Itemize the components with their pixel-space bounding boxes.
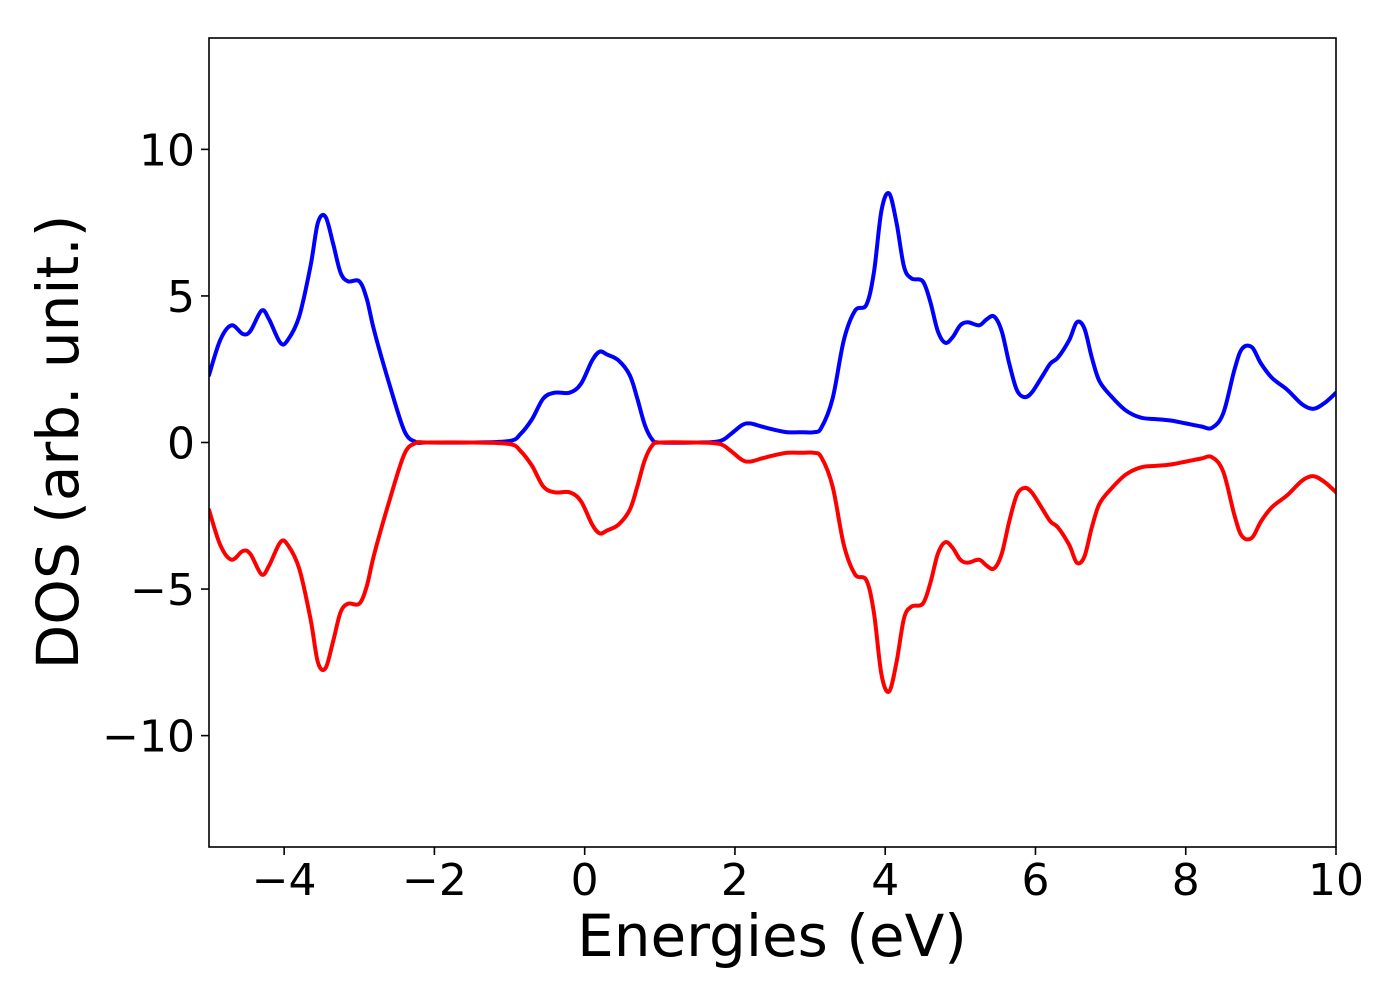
x-tick-label: −2 [402,855,467,906]
y-tick-label: −10 [102,712,195,763]
series-line-2 [209,440,1336,694]
x-tick-label: 2 [721,855,749,906]
series-layer [209,191,1336,694]
x-tick-label: 0 [571,855,599,906]
x-tick-label: 4 [871,855,899,906]
series-line-1 [209,191,1336,445]
x-tick-label: 10 [1308,855,1364,906]
x-tick-label: 6 [1021,855,1049,906]
y-axis: 10 5 0 −5 −10 [102,125,209,763]
y-axis-title: DOS (arb. unit.) [24,215,92,670]
x-axis: −4 −2 0 2 4 6 8 10 [252,847,1364,906]
plot-frame [208,37,1337,848]
x-tick-label: 8 [1172,855,1200,906]
y-tick-label: −5 [130,565,195,616]
y-tick-label: 5 [167,272,195,323]
y-tick-label: 10 [139,125,195,176]
x-tick-label: −4 [252,855,317,906]
x-axis-title: Energies (eV) [577,902,967,970]
y-tick-label: 0 [167,419,195,470]
